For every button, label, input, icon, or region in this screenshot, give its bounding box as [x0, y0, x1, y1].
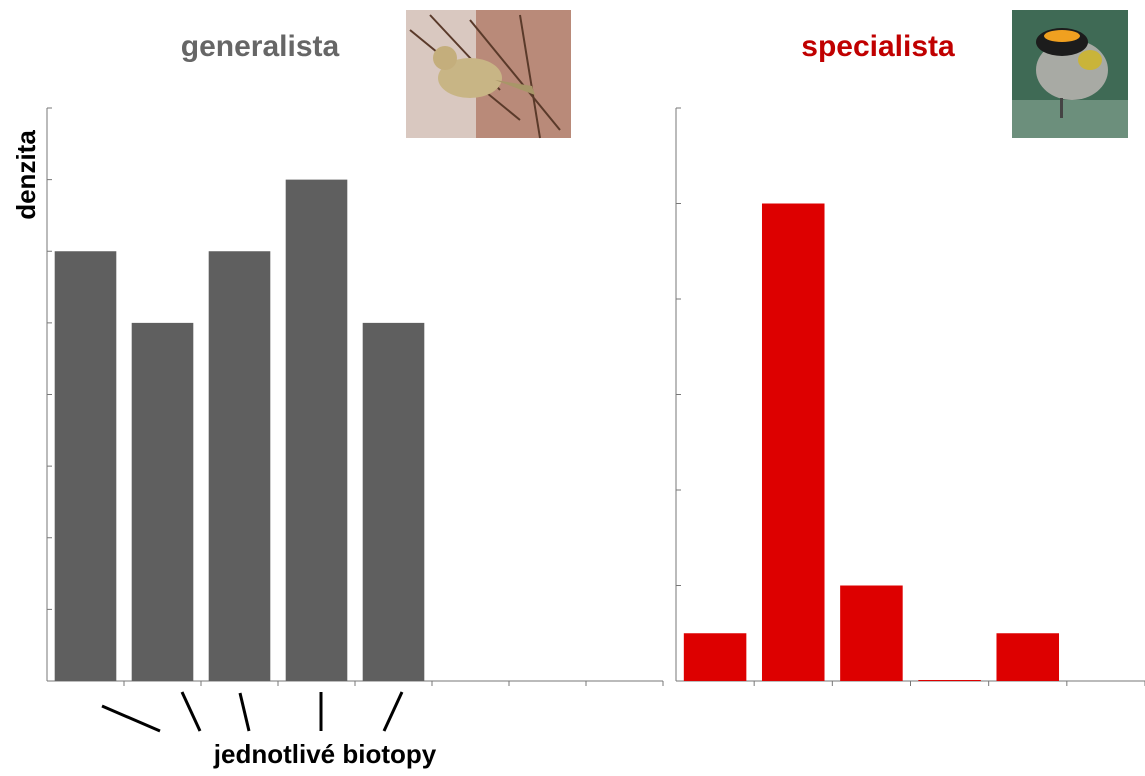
bar — [132, 323, 194, 681]
bar — [363, 323, 425, 681]
bar — [286, 180, 348, 681]
chart-title: generalista — [181, 30, 340, 63]
slide: generalista denzita jednotlivé biotopy spec… — [0, 0, 1145, 776]
photo-generalist — [406, 10, 571, 138]
bar — [209, 251, 271, 681]
bar — [762, 204, 825, 682]
bar — [918, 680, 981, 681]
bar — [996, 633, 1059, 681]
pointer-lines — [102, 692, 402, 731]
photo-specialist — [1012, 10, 1128, 138]
bar — [684, 633, 747, 681]
x-axis-label: jednotlivé biotopy — [213, 739, 437, 769]
chart-title: specialista — [801, 30, 955, 63]
bar — [55, 251, 117, 681]
bar — [840, 586, 903, 682]
y-axis-label: denzita — [11, 130, 41, 220]
